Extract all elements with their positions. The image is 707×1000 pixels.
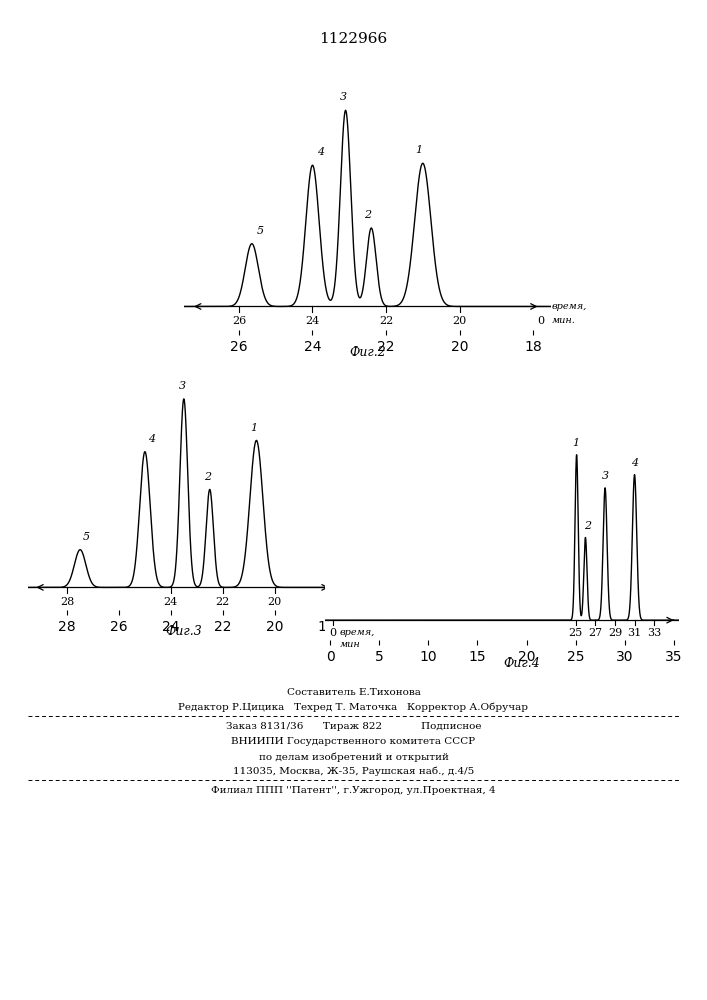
Text: 26: 26 bbox=[232, 316, 246, 326]
Text: 28: 28 bbox=[60, 597, 74, 607]
Text: 1: 1 bbox=[572, 438, 579, 448]
Text: 5: 5 bbox=[83, 532, 90, 542]
Text: 22: 22 bbox=[379, 316, 393, 326]
Text: 20: 20 bbox=[267, 597, 281, 607]
Text: 2: 2 bbox=[584, 521, 591, 531]
Text: 24: 24 bbox=[164, 597, 178, 607]
Text: мин: мин bbox=[339, 596, 360, 605]
Text: 5: 5 bbox=[257, 226, 264, 236]
Text: 2: 2 bbox=[364, 210, 371, 220]
Text: 1: 1 bbox=[250, 423, 257, 433]
Text: 20: 20 bbox=[452, 316, 467, 326]
Text: 3: 3 bbox=[340, 92, 347, 102]
Text: 31: 31 bbox=[627, 628, 642, 638]
Text: 22: 22 bbox=[216, 597, 230, 607]
Text: 3: 3 bbox=[602, 471, 609, 481]
Text: 4: 4 bbox=[631, 458, 638, 468]
Text: Составитель Е.Тихонова: Составитель Е.Тихонова bbox=[286, 688, 421, 697]
Text: Филиал ППП ''Патент'', г.Ужгород, ул.Проектная, 4: Филиал ППП ''Патент'', г.Ужгород, ул.Про… bbox=[211, 786, 496, 795]
Text: Редактор Р.Цицика   Техред Т. Маточка   Корректор А.Обручар: Редактор Р.Цицика Техред Т. Маточка Корр… bbox=[178, 703, 529, 712]
Text: Фиг.4: Фиг.4 bbox=[503, 657, 540, 670]
Text: мин.: мин. bbox=[551, 316, 575, 325]
Text: ВНИИПИ Государственного комитета СССР: ВНИИПИ Государственного комитета СССР bbox=[231, 737, 476, 746]
Text: Фиг.3: Фиг.3 bbox=[165, 625, 202, 638]
Text: 25: 25 bbox=[568, 628, 583, 638]
Text: 0: 0 bbox=[329, 628, 337, 638]
Text: 4: 4 bbox=[148, 434, 155, 444]
Text: 113035, Москва, Ж-35, Раушская наб., д.4/5: 113035, Москва, Ж-35, Раушская наб., д.4… bbox=[233, 767, 474, 776]
Text: время,: время, bbox=[340, 628, 375, 637]
Text: время,: время, bbox=[551, 302, 587, 311]
Text: Фиг.2: Фиг.2 bbox=[349, 346, 386, 359]
Text: мин: мин bbox=[340, 640, 361, 649]
Text: 27: 27 bbox=[588, 628, 602, 638]
Text: 33: 33 bbox=[647, 628, 661, 638]
Text: 1: 1 bbox=[415, 145, 422, 155]
Text: Заказ 8131/36      Тираж 822            Подписное: Заказ 8131/36 Тираж 822 Подписное bbox=[226, 722, 481, 731]
Text: 2: 2 bbox=[204, 472, 211, 482]
Text: 0: 0 bbox=[327, 597, 334, 607]
Text: 4: 4 bbox=[317, 147, 324, 157]
Text: по делам изобретений и открытий: по делам изобретений и открытий bbox=[259, 752, 448, 762]
Text: 0: 0 bbox=[537, 316, 544, 326]
Text: время,: время, bbox=[339, 583, 375, 592]
Text: 1122966: 1122966 bbox=[320, 32, 387, 46]
Text: 24: 24 bbox=[305, 316, 320, 326]
Text: 29: 29 bbox=[608, 628, 622, 638]
Text: 3: 3 bbox=[179, 381, 186, 391]
